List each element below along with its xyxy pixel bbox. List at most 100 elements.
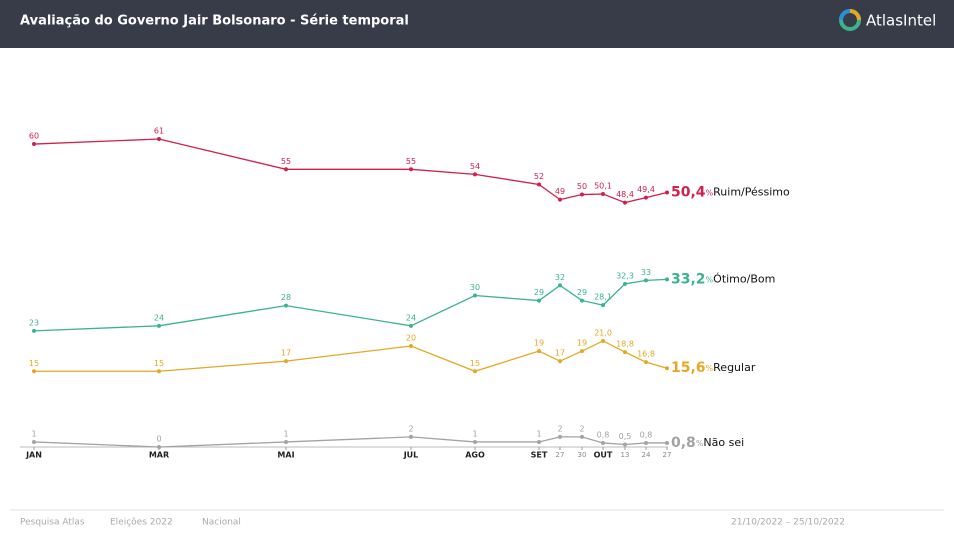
series-line — [33, 436, 667, 448]
point — [558, 197, 562, 202]
value-label: 29 — [577, 288, 587, 297]
point — [284, 303, 288, 308]
point — [409, 434, 413, 439]
value-label: 0,8 — [640, 430, 653, 439]
point — [623, 442, 627, 447]
end-value: 15,6 — [671, 360, 706, 376]
point — [665, 440, 669, 445]
footer-date: 21/10/2022 – 25/10/2022 — [731, 518, 845, 528]
x-tick-label: MAI — [277, 451, 294, 460]
value-label: 33 — [641, 268, 651, 277]
value-label: 52 — [534, 172, 544, 181]
value-label: 16,8 — [637, 350, 655, 359]
end-unit: % — [706, 275, 714, 284]
series-name: Regular — [713, 361, 756, 374]
series-name: Não sei — [703, 436, 744, 449]
value-label: 15 — [154, 359, 164, 368]
end-label: 0,8%Não sei — [671, 435, 744, 451]
point — [473, 369, 477, 374]
point — [32, 328, 36, 333]
x-tick-label: JAN — [25, 451, 42, 460]
point — [601, 303, 605, 308]
point — [601, 440, 605, 445]
value-label: 54 — [470, 162, 480, 171]
value-label: 24 — [154, 313, 164, 322]
point — [558, 434, 562, 439]
point — [580, 434, 584, 439]
point — [644, 278, 648, 283]
value-label: 19 — [577, 339, 587, 348]
value-label: 32,3 — [616, 271, 634, 280]
footer-item: Nacional — [202, 518, 241, 528]
point — [644, 195, 648, 200]
value-label: 29 — [534, 288, 544, 297]
end-unit: % — [706, 188, 714, 197]
value-label: 15 — [470, 359, 480, 368]
point — [157, 137, 161, 141]
value-label: 50 — [577, 182, 587, 191]
point — [409, 167, 413, 172]
value-label: 24 — [406, 313, 416, 322]
x-tick-label: 24 — [642, 451, 651, 459]
point — [601, 338, 605, 343]
value-label: 2 — [579, 424, 584, 433]
point — [537, 349, 541, 354]
value-label: 0 — [156, 435, 161, 444]
x-tick-label: AGO — [465, 451, 485, 460]
point — [284, 439, 288, 444]
value-label: 48,4 — [616, 190, 634, 199]
point — [623, 281, 627, 286]
series-name: Ótimo/Bom — [713, 272, 775, 285]
series-line — [34, 340, 668, 372]
point — [623, 200, 627, 205]
value-label: 19 — [534, 339, 544, 348]
point — [409, 344, 413, 349]
point — [580, 349, 584, 354]
value-label: 2 — [408, 424, 413, 433]
value-label: 2 — [557, 424, 562, 433]
value-label: 1 — [31, 429, 36, 438]
point — [665, 277, 669, 282]
footer-item: Pesquisa Atlas — [20, 518, 85, 528]
point — [284, 167, 288, 172]
point — [537, 298, 541, 303]
point — [665, 190, 669, 195]
header-bar — [0, 0, 954, 48]
value-label: 60 — [29, 132, 39, 141]
point — [537, 439, 541, 444]
point — [623, 350, 627, 355]
value-label: 17 — [281, 349, 291, 358]
series-line — [33, 278, 668, 332]
end-unit: % — [706, 364, 714, 373]
value-label: 1 — [536, 429, 541, 438]
end-value: 0,8 — [671, 435, 696, 451]
end-unit: % — [696, 438, 704, 447]
x-tick-label: 27 — [556, 451, 565, 459]
value-label: 50,1 — [594, 182, 612, 191]
value-label: 17 — [555, 349, 565, 358]
value-label: 61 — [154, 127, 164, 136]
value-label: 0,8 — [597, 430, 610, 439]
end-value: 33,2 — [671, 271, 706, 287]
series-name: Ruim/Péssimo — [713, 186, 790, 199]
point — [32, 142, 36, 147]
point — [558, 359, 562, 364]
end-label: 33,2%Ótimo/Bom — [671, 271, 775, 287]
end-label: 50,4%Ruim/Péssimo — [671, 185, 790, 201]
header-title: Avaliação do Governo Jair Bolsonaro - Sé… — [20, 14, 409, 29]
value-label: 21,0 — [594, 328, 612, 337]
value-label: 18,8 — [616, 340, 634, 349]
value-label: 28,1 — [594, 293, 612, 302]
end-value: 50,4 — [671, 185, 706, 201]
x-tick-label: JUL — [403, 451, 419, 460]
value-label: 49,4 — [637, 185, 655, 194]
x-tick-label: OUT — [594, 451, 613, 460]
point — [665, 366, 669, 371]
x-tick-label: 30 — [578, 451, 587, 459]
point — [157, 445, 161, 449]
point — [601, 192, 605, 197]
logo-icon — [839, 9, 861, 31]
point — [157, 323, 161, 328]
point — [537, 182, 541, 187]
